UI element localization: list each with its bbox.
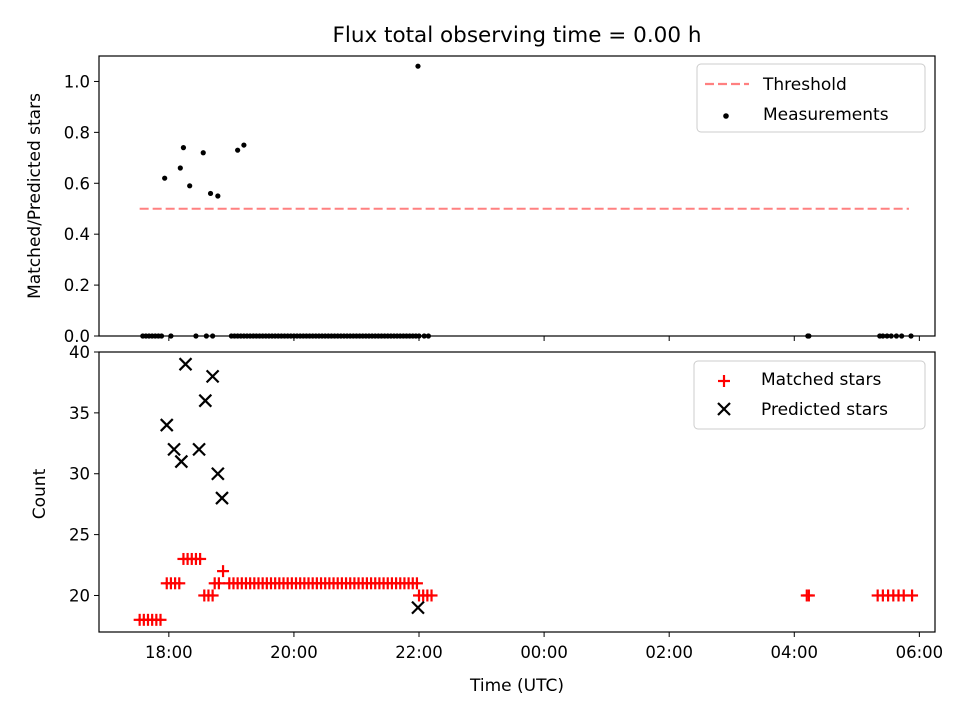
x-tick-label: 22:00 bbox=[395, 643, 443, 662]
top-y-axis-label: Matched/Predicted stars bbox=[25, 93, 45, 299]
matched-star-marker bbox=[410, 577, 423, 590]
x-tick-label: 18:00 bbox=[145, 643, 193, 662]
legend-measurements-swatch bbox=[723, 113, 729, 119]
legend-matched-label: Matched stars bbox=[761, 370, 881, 390]
legend-threshold-label: Threshold bbox=[762, 75, 847, 95]
bottom-x-axis-label: Time (UTC) bbox=[469, 676, 564, 696]
predicted-star-marker bbox=[167, 442, 181, 457]
matched-star-marker bbox=[906, 589, 919, 602]
y-tick-label: 20 bbox=[69, 586, 90, 605]
predicted-star-marker-b bbox=[174, 454, 189, 469]
predicted-star-marker bbox=[192, 442, 206, 457]
measurement-point bbox=[235, 147, 241, 153]
bottom-panel: 20 25 30 35 40 18:00 20:00 22:00 00:00 02:00 04:0… bbox=[30, 343, 943, 696]
predicted-star-marker bbox=[205, 369, 220, 384]
x-tick-label: 20:00 bbox=[270, 643, 318, 662]
predicted-star-marker-b bbox=[167, 442, 181, 457]
predicted-star-marker bbox=[411, 600, 425, 615]
legend-predicted-label: Predicted stars bbox=[761, 400, 888, 420]
measurement-point bbox=[187, 183, 193, 189]
y-tick-label: 35 bbox=[69, 404, 90, 423]
measurement-point bbox=[415, 63, 421, 69]
y-tick-label: 0.8 bbox=[64, 123, 90, 142]
y-tick-label: 25 bbox=[69, 526, 90, 545]
matched-star-marker bbox=[425, 589, 438, 602]
predicted-star-marker-b bbox=[198, 393, 213, 408]
top-axes-frame bbox=[98, 55, 936, 337]
predicted-star-marker bbox=[159, 418, 174, 432]
y-tick-label: 0.0 bbox=[64, 327, 90, 346]
x-tick-label: 06:00 bbox=[896, 643, 944, 662]
predicted-star-marker bbox=[215, 491, 229, 505]
bottom-plot-marks bbox=[133, 357, 919, 626]
predicted-star-marker bbox=[211, 466, 225, 481]
legend-measurements-label: Measurements bbox=[763, 105, 889, 125]
predicted-star-marker-b bbox=[411, 600, 425, 615]
x-tick-label: 04:00 bbox=[770, 643, 818, 662]
x-tick-label: 02:00 bbox=[645, 643, 693, 662]
predicted-star-marker-b bbox=[215, 491, 229, 505]
bottom-y-axis-label: Count bbox=[30, 468, 50, 519]
y-tick-label: 0.2 bbox=[64, 276, 90, 295]
measurement-point bbox=[215, 193, 221, 199]
measurement-point bbox=[241, 142, 247, 148]
measurement-point bbox=[177, 165, 183, 171]
matched-star-marker bbox=[154, 613, 167, 626]
y-tick-label: 1.0 bbox=[64, 72, 90, 91]
predicted-star-marker-b bbox=[211, 466, 225, 481]
matched-star-marker bbox=[802, 589, 815, 602]
predicted-star-marker bbox=[174, 454, 189, 469]
bottom-x-ticks: 18:00 20:00 22:00 00:00 02:00 04:00 06:00 bbox=[145, 632, 943, 662]
matched-star-marker bbox=[194, 552, 207, 565]
bottom-axes-frame bbox=[98, 351, 936, 633]
matched-star-marker bbox=[206, 589, 219, 602]
bottom-y-ticks: 20 25 30 35 40 bbox=[69, 343, 99, 605]
legend-matched-swatch bbox=[718, 375, 730, 387]
top-y-ticks: 0.0 0.2 0.4 0.6 0.8 1.0 bbox=[64, 72, 99, 346]
measurement-point bbox=[162, 175, 168, 181]
chart-title: Flux total observing time = 0.00 h bbox=[333, 23, 702, 48]
predicted-star-marker bbox=[178, 357, 193, 371]
top-panel: 0.0 0.2 0.4 0.6 0.8 1.0 Matched/Predicted sta… bbox=[25, 55, 936, 346]
matched-star-marker bbox=[212, 577, 225, 590]
x-tick-label: 00:00 bbox=[520, 643, 568, 662]
y-tick-label: 0.6 bbox=[64, 174, 90, 193]
predicted-star-marker-b bbox=[192, 442, 206, 457]
y-tick-label: 0.4 bbox=[64, 225, 90, 244]
predicted-star-marker-b bbox=[178, 357, 193, 371]
top-x-ticks bbox=[168, 336, 920, 341]
measurement-point bbox=[207, 190, 214, 197]
predicted-star-marker-b bbox=[159, 418, 174, 432]
bottom-legend: Matched stars Predicted stars bbox=[693, 360, 926, 430]
predicted-star-marker-b bbox=[205, 369, 220, 384]
measurement-point bbox=[200, 150, 206, 156]
measurement-point bbox=[180, 145, 187, 151]
matched-star-marker bbox=[173, 577, 186, 590]
top-legend: Threshold Measurements bbox=[696, 63, 926, 133]
predicted-star-marker bbox=[198, 393, 213, 408]
y-tick-label: 40 bbox=[69, 343, 90, 362]
legend-predicted-swatch bbox=[717, 402, 731, 416]
y-tick-label: 30 bbox=[69, 465, 90, 484]
matched-star-marker bbox=[217, 565, 230, 578]
